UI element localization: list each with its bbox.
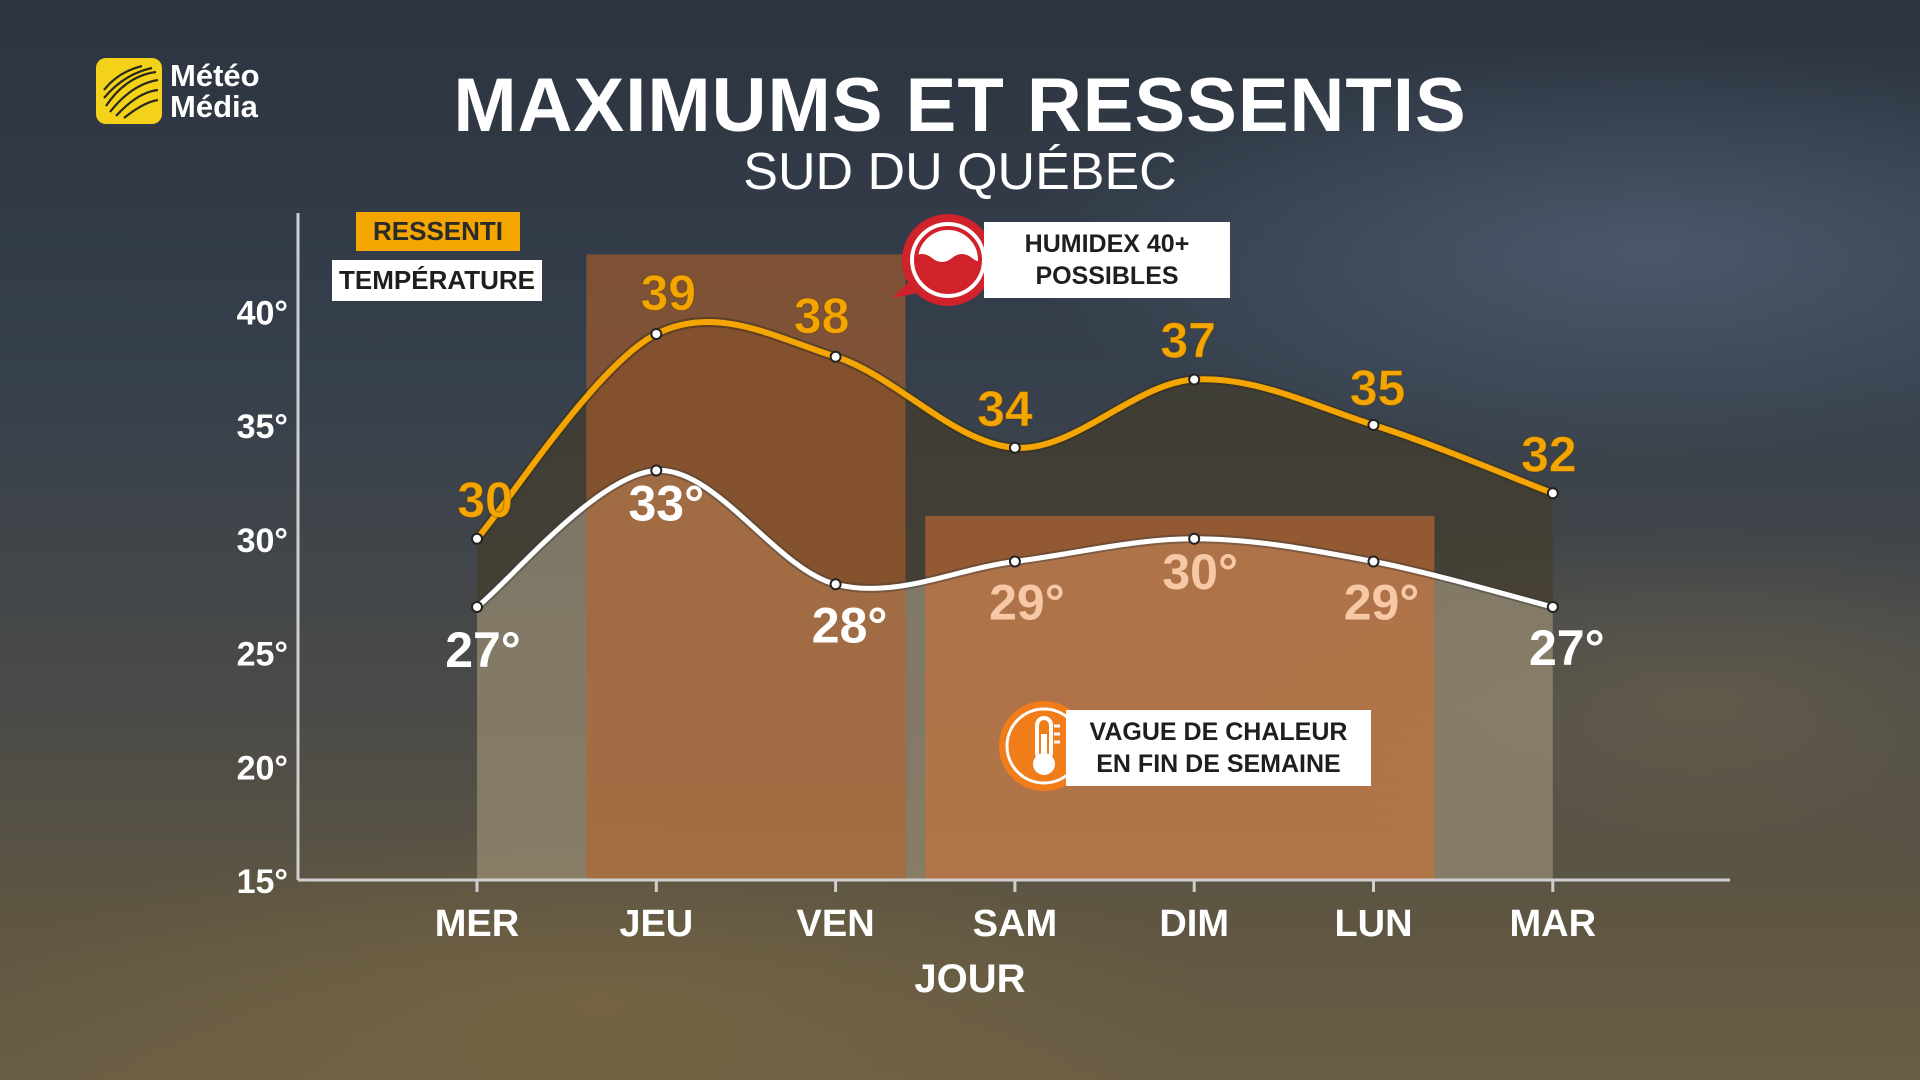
temperature-data-label: 33° <box>628 476 704 532</box>
temperature-data-label: 28° <box>812 597 888 653</box>
temperature-point <box>1546 601 1559 613</box>
x-tick-label: LUN <box>1334 903 1412 945</box>
humidex-water-drop-icon <box>884 212 994 316</box>
feels-like-point <box>471 532 483 545</box>
temperature-data-label: 27° <box>445 622 521 678</box>
x-tick-label: DIM <box>1159 903 1229 945</box>
heatwave-callout-line-1: VAGUE DE CHALEUR <box>1089 718 1348 746</box>
heatwave-highlight-band <box>925 516 1435 880</box>
temperature-data-label: 29° <box>1344 575 1420 631</box>
feels-like-data-label: 30 <box>457 472 513 528</box>
temperature-point <box>1008 555 1021 568</box>
x-tick-label: SAM <box>973 903 1057 945</box>
temperature-data-label: 27° <box>1529 620 1605 676</box>
temperature-point <box>1188 532 1201 545</box>
feels-like-point <box>829 350 842 363</box>
feels-like-data-label: 34 <box>977 381 1033 437</box>
x-axis-title: JOUR <box>914 957 1025 1001</box>
temperature-data-label: 30° <box>1162 544 1238 600</box>
meteomedia-logo: Météo Média <box>96 58 260 124</box>
humidex-callout-line-2: POSSIBLES <box>1035 262 1179 290</box>
feels-like-data-label: 38 <box>794 288 850 344</box>
feels-like-point <box>1188 373 1201 386</box>
x-tick-label: VEN <box>797 903 875 945</box>
logo-line-2: Média <box>170 89 258 124</box>
y-tick-label: 20° <box>237 749 288 787</box>
feels-like-point <box>1008 441 1021 454</box>
feels-like-data-label: 37 <box>1160 313 1216 369</box>
temperature-data-label: 29° <box>989 575 1065 631</box>
globe-logo-icon <box>96 58 162 124</box>
y-tick-label: 25° <box>237 636 288 674</box>
feels-like-point <box>1546 487 1559 500</box>
heatwave-callout-line-2: EN FIN DE SEMAINE <box>1096 750 1341 778</box>
legend-feels-like: RESSENTI <box>356 212 521 251</box>
temperature-point <box>829 578 842 591</box>
logo-line-1: Météo <box>170 58 260 93</box>
y-tick-label: 30° <box>237 522 288 560</box>
feels-like-point <box>650 328 663 340</box>
feels-like-data-label: 32 <box>1521 426 1577 482</box>
temperature-point <box>471 601 483 613</box>
x-tick-label: JEU <box>619 903 693 945</box>
temperature-point <box>650 464 663 477</box>
x-tick-label: MAR <box>1510 903 1597 945</box>
y-tick-label: 35° <box>237 408 288 446</box>
heatwave-callout: VAGUE DE CHALEUR EN FIN DE SEMAINE <box>1066 710 1371 786</box>
feels-like-point <box>1367 419 1380 431</box>
humidex-callout: HUMIDEX 40+ POSSIBLES <box>984 222 1230 298</box>
y-tick-label: 15° <box>237 863 288 901</box>
chart-title: MAXIMUMS ET RESSENTIS <box>453 63 1467 148</box>
x-tick-label: MER <box>435 903 519 945</box>
chart-subtitle: SUD DU QUÉBEC <box>743 143 1177 201</box>
humidex-callout-line-1: HUMIDEX 40+ <box>1024 230 1190 258</box>
temperature-point <box>1367 555 1380 568</box>
feels-like-data-label: 39 <box>640 265 696 321</box>
feels-like-data-label: 35 <box>1350 360 1406 416</box>
y-tick-label: 40° <box>237 294 288 332</box>
legend-temperature: TEMPÉRATURE <box>332 260 542 301</box>
